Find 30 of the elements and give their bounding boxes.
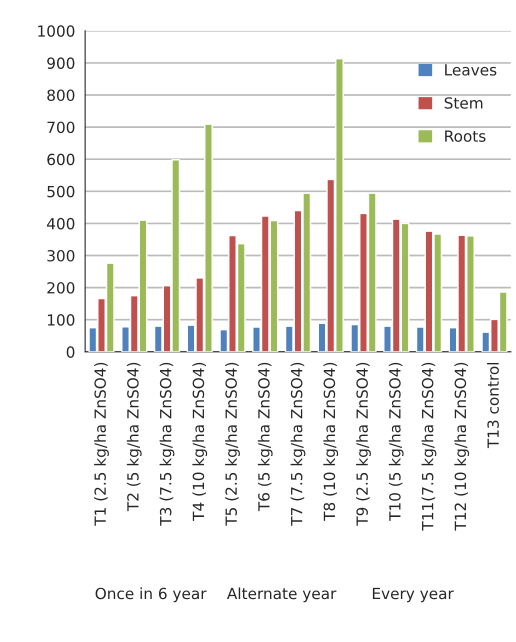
legend-label: Leaves	[445, 64, 496, 76]
x-tick-label: T2 (5 kg/ha ZnSO4)	[126, 362, 142, 512]
y-tick-label: 700	[48, 122, 74, 134]
y-tick-label: 1000	[38, 25, 74, 37]
x-tick-label: T13 control	[487, 362, 499, 448]
x-tick-label: T8 (10 kg/ha ZnSO4)	[323, 362, 338, 521]
y-tick-label: 0	[66, 346, 74, 358]
text: Every year	[372, 588, 454, 602]
x-tick-label: T10 (5 kg/ha ZnSO4)	[388, 362, 404, 521]
text: Once in 6 year	[96, 587, 207, 602]
x-tick-label: T12 (10 kg/ha ZnSO4)	[454, 362, 470, 531]
x-tick-label: T6 (5 kg/ha ZnSO4)	[258, 362, 273, 512]
x-tick-label: T5 (2.5 kg/ha ZnSO4)	[225, 362, 240, 526]
text: Alternate year	[227, 587, 336, 602]
y-tick-label: 900	[47, 57, 74, 69]
y-tick-label: 800	[47, 89, 74, 102]
x-tick-label: T1 (2.5 kg/ha ZnSO4)	[94, 362, 109, 526]
x-tick-label: T11(7.5 kg/ha ZnSO4)	[422, 362, 436, 531]
x-tick-label: T7 (7.5 kg/ha ZnSO4)	[290, 362, 306, 526]
x-tick-label: T4 (10 kg/ha ZnSO4)	[192, 362, 208, 521]
y-tick-label: 400	[47, 218, 74, 230]
y-tick-label: 200	[47, 282, 74, 294]
y-tick-label: 300	[47, 250, 74, 262]
y-tick-label: 500	[47, 186, 74, 198]
x-tick-label: T9 (2.5 kg/ha ZnSO4)	[356, 362, 371, 526]
y-tick-label: 100	[48, 314, 74, 326]
legend-label: Stem	[444, 97, 482, 109]
x-tick-label: T3 (7.5 kg/ha ZnSO4)	[160, 362, 174, 526]
legend-label: Roots	[445, 130, 486, 142]
y-tick-label: 600	[47, 154, 74, 166]
